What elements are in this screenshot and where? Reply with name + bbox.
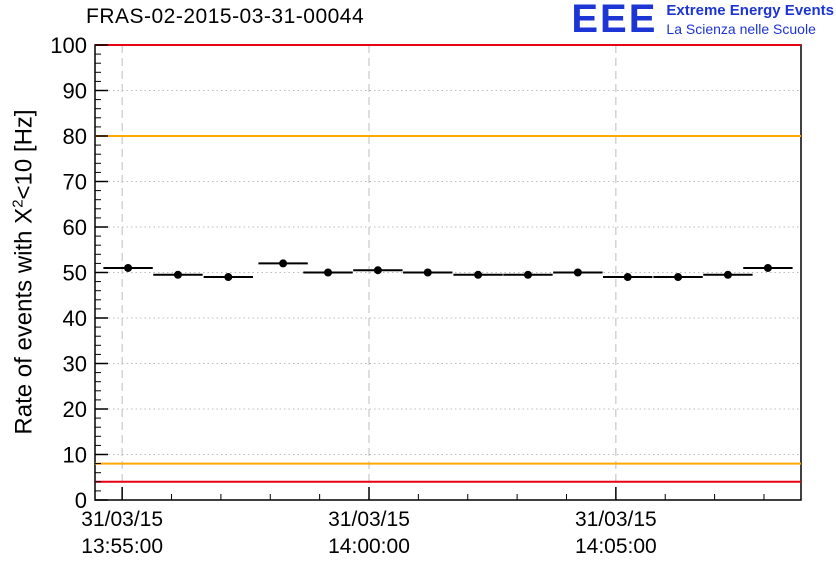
svg-text:80: 80 (63, 124, 87, 149)
svg-text:90: 90 (63, 79, 87, 104)
svg-text:20: 20 (63, 397, 87, 422)
y-axis-label-post: <10 [Hz] (10, 109, 38, 200)
svg-text:13:55:00: 13:55:00 (81, 535, 163, 558)
eee-logo-line2: La Scienza nelle Scuole (666, 20, 816, 37)
svg-text:60: 60 (63, 215, 87, 240)
y-axis-label-sup: 2 (9, 199, 27, 208)
svg-text:30: 30 (63, 352, 87, 377)
svg-text:31/03/15: 31/03/15 (81, 508, 163, 531)
y-axis-label: Rate of events with X2<10 [Hz] (10, 109, 39, 434)
svg-text:50: 50 (63, 261, 87, 286)
svg-text:10: 10 (63, 443, 87, 468)
eee-logo: EEE Extreme Energy Events La Scienza nel… (571, 0, 834, 41)
y-axis-label-pre: Rate of events with X (10, 207, 38, 435)
eee-logo-text: EEE (571, 0, 658, 41)
svg-text:31/03/15: 31/03/15 (575, 508, 657, 531)
svg-text:40: 40 (63, 306, 87, 331)
svg-text:0: 0 (75, 488, 87, 513)
eee-logo-subtitle: Extreme Energy Events La Scienza nelle S… (666, 2, 834, 38)
svg-text:14:00:00: 14:00:00 (328, 535, 410, 558)
svg-text:100: 100 (50, 33, 87, 58)
chart-title: FRAS-02-2015-03-31-00044 (86, 5, 365, 28)
svg-text:14:05:00: 14:05:00 (575, 535, 657, 558)
svg-text:31/03/15: 31/03/15 (328, 508, 410, 531)
svg-text:70: 70 (63, 170, 87, 195)
eee-logo-line1: Extreme Energy Events (666, 2, 834, 19)
